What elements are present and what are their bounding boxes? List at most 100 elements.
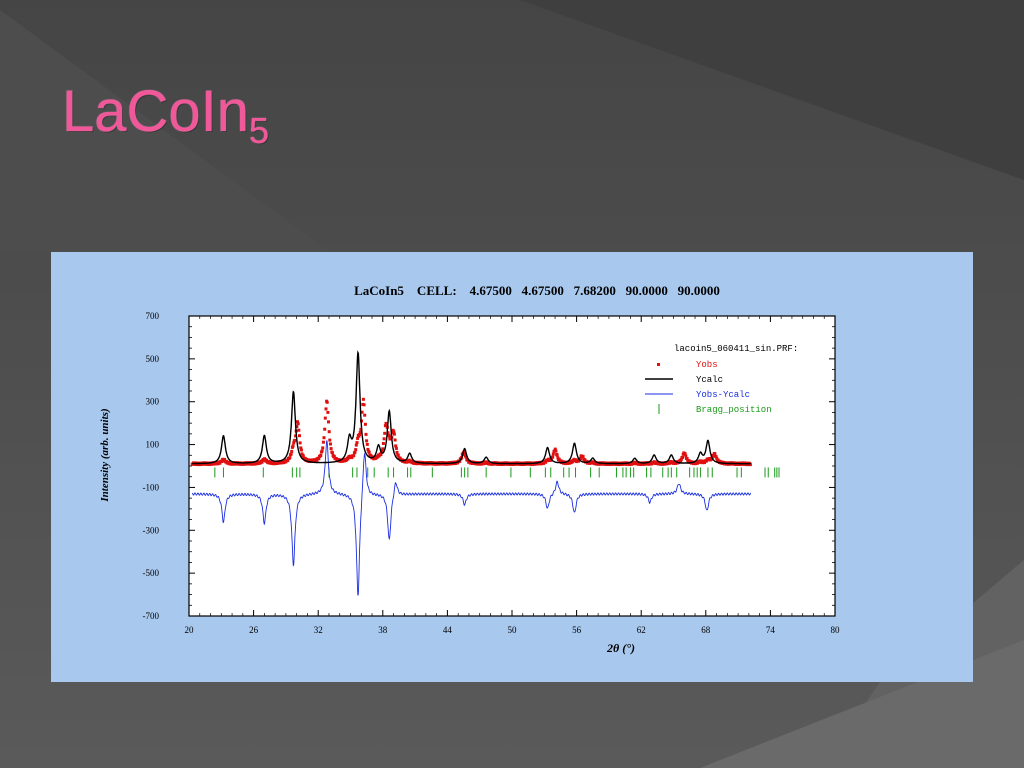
yobs-point <box>712 453 716 457</box>
yobs-point <box>326 410 330 414</box>
yobs-point <box>296 420 299 424</box>
slide-title-main: LaCoIn <box>62 79 250 144</box>
legend-ycalc-label: Ycalc <box>696 375 723 385</box>
x-tick-label: 32 <box>314 625 323 635</box>
yobs-point <box>330 451 334 455</box>
yobs-point <box>299 446 303 450</box>
yobs-point <box>679 459 683 463</box>
yobs-point <box>394 444 398 448</box>
yobs-point <box>320 449 324 453</box>
yobs-point <box>395 450 399 454</box>
legend-yobs-marker <box>657 363 660 366</box>
legend-bragg-label: Bragg_position <box>696 405 772 415</box>
yobs-point <box>703 461 706 465</box>
bragg-positions <box>214 467 780 478</box>
yobs-point <box>296 422 300 426</box>
yobs-point <box>464 455 468 459</box>
legend: lacoin5_060411_sin.PRF: Yobs Ycalc Yobs-… <box>645 344 798 415</box>
yobs-point <box>396 453 400 457</box>
yobs-point <box>223 457 226 461</box>
yobs-point <box>683 452 687 456</box>
y-tick-label: -500 <box>143 568 160 578</box>
legend-diff-label: Yobs-Ycalc <box>696 390 750 400</box>
yobs-point <box>327 430 331 434</box>
yobs-point <box>367 450 371 454</box>
yobs-point <box>363 422 367 426</box>
yobs-point <box>361 397 365 401</box>
yobs-point <box>293 438 297 442</box>
yobs-point <box>555 453 559 457</box>
yobs-point <box>679 458 683 461</box>
yobs-point <box>299 448 303 452</box>
yobs-point <box>319 453 323 457</box>
yobs-point <box>321 446 325 450</box>
yobs-point <box>381 442 385 445</box>
yobs-point <box>292 441 296 445</box>
yobs-point <box>354 448 358 452</box>
yobs-point <box>289 452 293 456</box>
yobs-point <box>352 454 356 458</box>
x-tick-label: 68 <box>701 625 711 635</box>
yobs-point <box>360 410 364 414</box>
yobs-point <box>220 460 224 464</box>
y-tick-label: -300 <box>143 525 160 535</box>
yobs-point <box>385 423 389 427</box>
yobs-point <box>713 452 717 455</box>
yobs-point <box>286 459 290 462</box>
yobs-point <box>551 455 555 459</box>
series-yobs-ycalc <box>191 440 752 596</box>
x-axis: 20 26 32 38 44 50 56 62 68 74 80 <box>185 316 841 635</box>
yobs-point <box>387 434 391 438</box>
yobs-point <box>382 437 386 441</box>
yobs-point <box>357 434 361 438</box>
yobs-point <box>346 457 350 461</box>
x-tick-label: 62 <box>637 625 646 635</box>
x-tick-label: 38 <box>378 625 388 635</box>
yobs-point <box>297 428 301 432</box>
x-tick-label: 26 <box>249 625 259 635</box>
yobs-point <box>332 454 336 458</box>
yobs-point <box>365 442 369 446</box>
yobs-point <box>358 430 362 434</box>
yobs-point <box>386 431 390 435</box>
x-tick-label: 74 <box>766 625 776 635</box>
yobs-point <box>328 438 332 442</box>
yobs-point <box>579 457 582 460</box>
yobs-point <box>363 413 367 417</box>
yobs-point <box>356 436 360 440</box>
series-ycalc <box>192 350 751 465</box>
x-axis-label: 2θ (°) <box>606 641 635 655</box>
x-tick-label: 80 <box>831 625 841 635</box>
yobs-point <box>295 425 299 429</box>
yobs-point <box>687 459 691 463</box>
yobs-point <box>581 454 585 458</box>
yobs-point <box>294 434 298 438</box>
yobs-point <box>554 449 558 453</box>
yobs-point <box>321 440 325 444</box>
yobs-point <box>298 441 302 445</box>
yobs-point <box>298 434 301 438</box>
background-band <box>0 0 1024 180</box>
legend-file-label: lacoin5_060411_sin.PRF: <box>674 344 798 354</box>
yobs-point <box>398 456 402 460</box>
yobs-point <box>542 461 546 465</box>
yobs-point <box>393 438 397 442</box>
yobs-point <box>325 400 329 404</box>
yobs-point <box>383 431 387 435</box>
yobs-point <box>362 403 366 407</box>
yobs-point <box>577 459 580 463</box>
y-tick-label: -100 <box>143 482 160 492</box>
yobs-point <box>359 427 363 431</box>
y-tick-label: 100 <box>146 440 160 450</box>
yobs-point <box>284 460 288 464</box>
yobs-point <box>715 456 719 460</box>
yobs-point <box>290 449 294 453</box>
yobs-point <box>551 452 555 456</box>
yobs-point <box>218 461 222 465</box>
x-tick-label: 56 <box>572 625 582 635</box>
yobs-point <box>323 427 327 431</box>
yobs-point <box>553 447 557 451</box>
yobs-point <box>718 459 722 463</box>
yobs-point <box>714 455 718 459</box>
